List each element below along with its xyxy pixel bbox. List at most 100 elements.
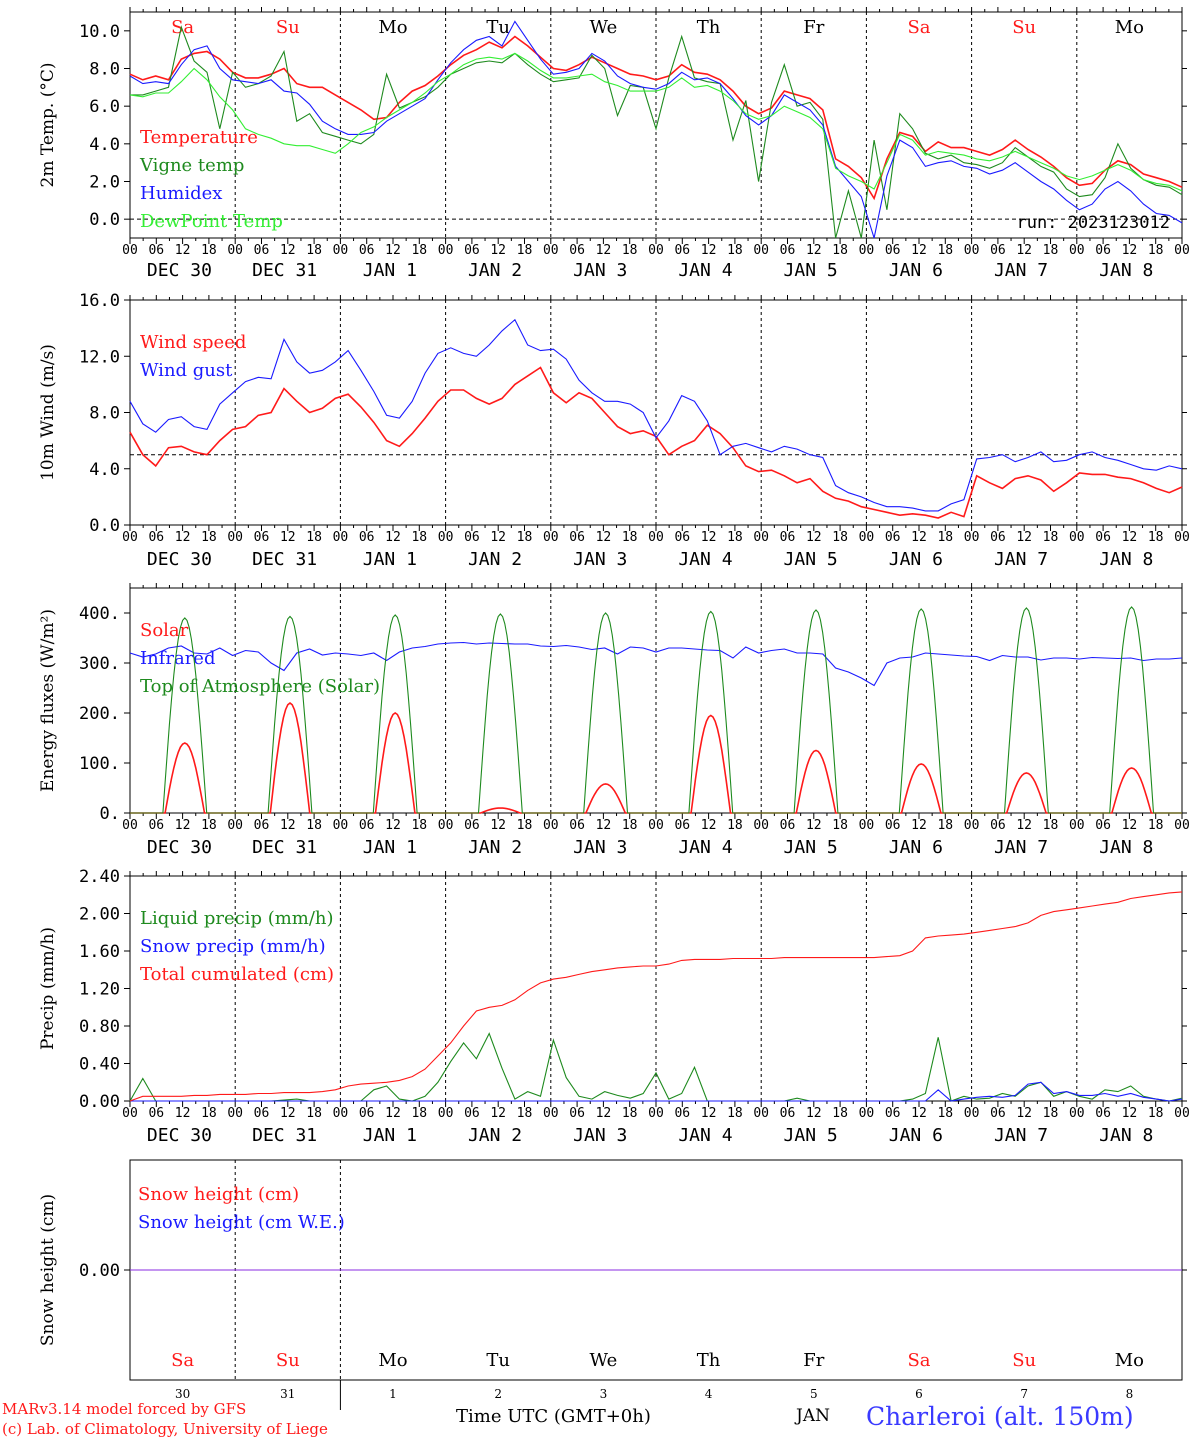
date-label: JAN 6 <box>889 260 943 281</box>
hour-tick-label: 00 <box>859 1106 875 1121</box>
legend-top-of-atmosphere-solar-: Top of Atmosphere (Solar) <box>140 676 380 697</box>
hour-tick-label: 12 <box>1122 818 1138 833</box>
date-label: JAN 4 <box>678 260 732 281</box>
hour-tick-label: 12 <box>701 1106 717 1121</box>
hour-tick-label: 06 <box>780 530 796 545</box>
hour-tick-label: 18 <box>832 530 848 545</box>
model-credit: MARv3.14 model forced by GFS <box>2 1400 247 1418</box>
day-number-label: 7 <box>1020 1387 1028 1401</box>
hour-tick-label: 00 <box>1069 243 1085 258</box>
hour-tick-label: 00 <box>964 818 980 833</box>
panel-frame <box>129 299 1183 526</box>
hour-tick-label: 00 <box>438 818 454 833</box>
day-number-label: 31 <box>280 1387 295 1401</box>
hour-tick-label: 18 <box>622 243 638 258</box>
hour-tick-label: 00 <box>122 243 138 258</box>
hour-tick-label: 12 <box>806 243 822 258</box>
hour-tick-label: 00 <box>227 530 243 545</box>
hour-tick-label: 12 <box>701 530 717 545</box>
hour-tick-label: 06 <box>885 818 901 833</box>
hour-tick-label: 00 <box>333 818 349 833</box>
hour-tick-label: 12 <box>385 1106 401 1121</box>
hour-tick-label: 18 <box>937 243 953 258</box>
weekday-label: We <box>590 1350 618 1371</box>
series-line-vigne-temp <box>130 25 1183 239</box>
y-axis-label: Energy fluxes (W/m²) <box>38 609 58 792</box>
hour-tick-label: 18 <box>937 818 953 833</box>
hour-tick-label: 06 <box>464 243 480 258</box>
y-tick-label: 200. <box>79 704 120 724</box>
hour-tick-label: 00 <box>964 530 980 545</box>
date-label: DEC 30 <box>147 260 212 281</box>
hour-tick-label: 18 <box>306 1106 322 1121</box>
y-tick-label: 0.0 <box>89 516 120 536</box>
legend-humidex: Humidex <box>140 183 222 204</box>
legend-snow-height-cm-: Snow height (cm) <box>138 1184 299 1205</box>
station-title: Charleroi (alt. 150m) <box>866 1402 1134 1431</box>
hour-tick-label: 00 <box>122 1106 138 1121</box>
hour-tick-label: 12 <box>701 243 717 258</box>
hour-tick-label: 12 <box>1016 243 1032 258</box>
hour-tick-label: 00 <box>648 243 664 258</box>
hour-tick-label: 06 <box>674 818 690 833</box>
hour-tick-label: 18 <box>1043 1106 1059 1121</box>
hour-tick-label: 18 <box>306 818 322 833</box>
hour-tick-label: 06 <box>569 243 585 258</box>
y-axis-label: 2m Temp. (°C) <box>38 62 58 187</box>
date-label: JAN 2 <box>468 549 522 570</box>
date-label: JAN 8 <box>1099 549 1153 570</box>
hour-tick-label: 06 <box>148 818 164 833</box>
hour-tick-label: 06 <box>885 530 901 545</box>
hour-tick-label: 12 <box>385 243 401 258</box>
weekday-label: We <box>590 17 618 38</box>
weekday-label: Sa <box>907 17 930 38</box>
hour-tick-label: 12 <box>911 1106 927 1121</box>
hour-tick-label: 12 <box>1122 1106 1138 1121</box>
hour-tick-label: 18 <box>1148 243 1164 258</box>
hour-tick-label: 00 <box>1174 243 1190 258</box>
legend-liquid-precip-mm-h-: Liquid precip (mm/h) <box>140 908 334 929</box>
hour-tick-label: 06 <box>1095 530 1111 545</box>
hour-tick-label: 18 <box>1043 818 1059 833</box>
run-label: run: 2023123012 <box>1016 213 1170 233</box>
hour-tick-label: 06 <box>254 818 270 833</box>
day-number-label: 4 <box>705 1387 713 1401</box>
y-axis-label: Snow height (cm) <box>38 1194 58 1346</box>
series-line-dewpoint-temp <box>129 52 1183 192</box>
hour-tick-label: 00 <box>227 818 243 833</box>
hour-tick-label: 12 <box>175 818 191 833</box>
weekday-label: Su <box>276 17 300 38</box>
series-line-snow-precip-mm-h- <box>130 1081 1183 1102</box>
day-number-label: 2 <box>494 1387 502 1401</box>
hour-tick-label: 06 <box>780 1106 796 1121</box>
hour-tick-label: 06 <box>254 1106 270 1121</box>
hour-tick-label: 06 <box>674 243 690 258</box>
series-line-wind-speed <box>129 366 1183 519</box>
date-label: JAN 8 <box>1099 1125 1153 1146</box>
hour-tick-label: 06 <box>464 530 480 545</box>
y-tick-label: 1.60 <box>79 942 120 962</box>
hour-tick-label: 18 <box>1148 818 1164 833</box>
weekday-label: Sa <box>907 1350 930 1371</box>
hour-tick-label: 00 <box>122 818 138 833</box>
hour-tick-label: 00 <box>227 1106 243 1121</box>
hour-tick-label: 18 <box>306 243 322 258</box>
hour-tick-label: 18 <box>727 818 743 833</box>
date-label: JAN 5 <box>784 260 838 281</box>
hour-tick-label: 00 <box>859 243 875 258</box>
y-axis-label: Precip (mm/h) <box>38 927 58 1050</box>
hour-tick-label: 06 <box>1095 243 1111 258</box>
date-label: JAN 1 <box>363 1125 417 1146</box>
hour-tick-label: 00 <box>543 1106 559 1121</box>
y-tick-label: 0.0 <box>89 210 120 230</box>
date-label: JAN 3 <box>573 260 627 281</box>
hour-tick-label: 00 <box>1069 530 1085 545</box>
weekday-label: Su <box>276 1350 300 1371</box>
hour-tick-label: 18 <box>517 530 533 545</box>
hour-tick-label: 12 <box>1016 818 1032 833</box>
date-label: DEC 30 <box>147 549 212 570</box>
hour-tick-label: 18 <box>832 818 848 833</box>
weekday-label: Su <box>1012 1350 1036 1371</box>
date-label: JAN 4 <box>678 1125 732 1146</box>
